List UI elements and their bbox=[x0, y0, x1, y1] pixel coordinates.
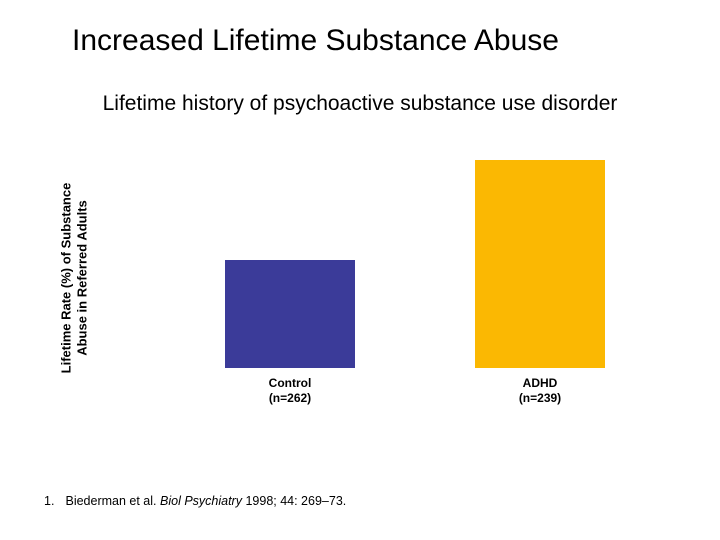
reference-citation: 1. Biederman et al. Biol Psychiatry 1998… bbox=[44, 494, 346, 508]
x-label-0: Control(n=262) bbox=[230, 376, 350, 406]
x-label-line1: Control bbox=[269, 376, 312, 390]
reference-journal: Biol Psychiatry bbox=[160, 494, 242, 508]
slide-title: Increased Lifetime Substance Abuse bbox=[72, 24, 559, 58]
x-label-line2: (n=239) bbox=[519, 391, 561, 405]
plot-area bbox=[140, 128, 660, 368]
x-label-line1: ADHD bbox=[523, 376, 558, 390]
reference-number: 1. bbox=[44, 494, 62, 508]
x-label-1: ADHD(n=239) bbox=[480, 376, 600, 406]
bar-0 bbox=[225, 260, 355, 368]
bar-chart: Lifetime Rate (%) of Substance Abuse in … bbox=[50, 128, 670, 428]
y-axis-label-line1: Lifetime Rate (%) of Substance bbox=[58, 183, 73, 374]
x-label-line2: (n=262) bbox=[269, 391, 311, 405]
reference-tail: 1998; 44: 269–73. bbox=[242, 494, 346, 508]
y-axis-label: Lifetime Rate (%) of Substance Abuse in … bbox=[58, 158, 89, 398]
x-axis-labels: Control(n=262) ADHD(n=239) bbox=[140, 376, 660, 416]
bar-1 bbox=[475, 160, 605, 368]
y-axis-label-line2: Abuse in Referred Adults bbox=[74, 200, 89, 356]
reference-author: Biederman et al. bbox=[65, 494, 156, 508]
slide-subtitle: Lifetime history of psychoactive substan… bbox=[0, 92, 720, 116]
